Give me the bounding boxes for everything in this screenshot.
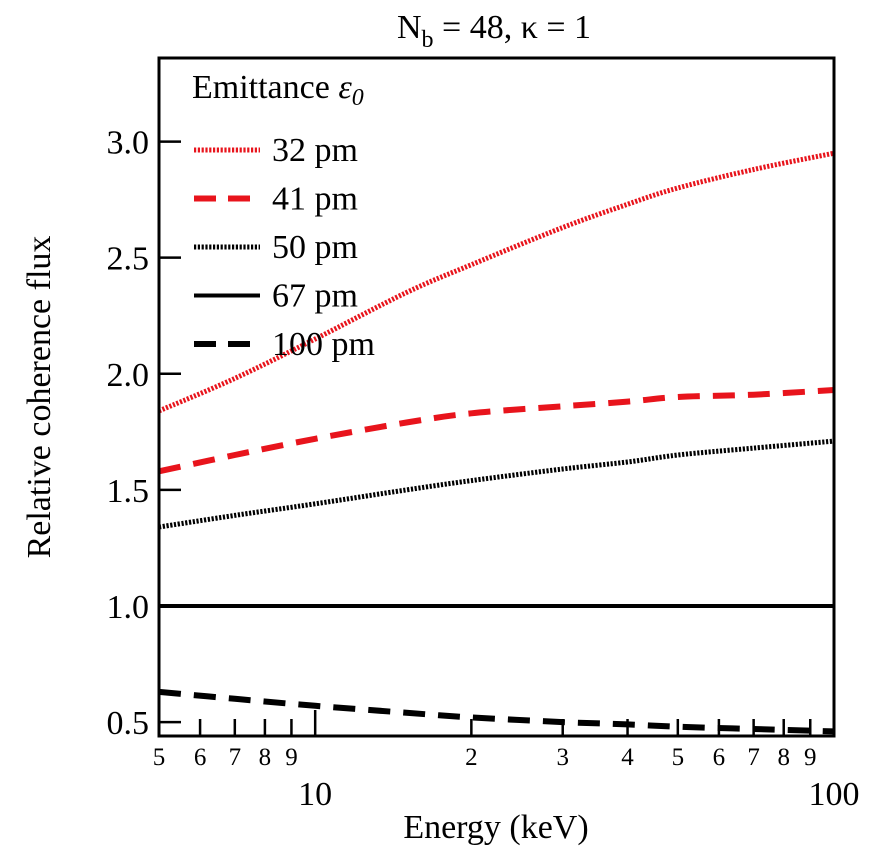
legend-label-67-pm: 67 pm: [272, 278, 358, 315]
y-tick-label: 1.0: [107, 589, 150, 626]
x-minor-tick-label: 6: [713, 744, 726, 771]
chart-title-rest: = 48, κ = 1: [434, 9, 591, 46]
x-major-tick-label: 10: [298, 776, 332, 813]
plot-frame: [157, 56, 836, 738]
legend-label-100-pm: 100 pm: [272, 326, 375, 363]
x-minor-tick-label: 3: [556, 744, 569, 771]
legend-label-50-pm: 50 pm: [272, 229, 358, 266]
chart-title: Nb = 48, κ = 1: [397, 9, 591, 53]
x-minor-tick-label: 5: [153, 744, 166, 771]
y-tick-label: 2.5: [107, 241, 150, 278]
legend-title-symbol: ε: [338, 69, 352, 106]
legend: Emittance ε0 32 pm 41 pm 50 pm 67 pm 100 pm: [192, 69, 375, 363]
x-minor-tick-label: 9: [285, 744, 298, 771]
chart-title-subscript: b: [422, 27, 434, 53]
x-axis-label: Energy (keV): [403, 809, 588, 846]
legend-title-text: Emittance: [192, 69, 338, 106]
x-minor-tick-label: 7: [229, 744, 242, 771]
x-minor-tick-label: 4: [621, 744, 634, 771]
series-line-50-pm: [158, 438, 835, 530]
y-tick-label: 3.0: [107, 125, 150, 162]
x-minor-tick-label: 5: [672, 744, 685, 771]
legend-label-32-pm: 32 pm: [272, 132, 358, 169]
series-line-41-pm: [158, 387, 835, 475]
x-minor-tick-label: 7: [747, 744, 760, 771]
legend-label-41-pm: 41 pm: [272, 181, 358, 218]
y-tick-label: 2.0: [107, 357, 150, 394]
chart-title-main: N: [397, 9, 422, 46]
y-tick-label: 0.5: [107, 705, 150, 742]
x-minor-tick-label: 2: [465, 744, 478, 771]
axis-ticks: 0.51.01.52.02.53.05 6 7 8 9 2 3 4 5 6 7 8 910 100: [107, 125, 860, 813]
x-major-tick-label: 100: [809, 776, 860, 813]
x-minor-tick-label: 6: [194, 744, 207, 771]
x-minor-tick-label: 8: [777, 744, 790, 771]
series-line-32-pm: [158, 150, 835, 414]
legend-title-subscript: 0: [352, 85, 364, 111]
x-minor-tick-label: 8: [259, 744, 272, 771]
series-line-100-pm: [158, 688, 835, 735]
x-minor-tick-label: 9: [804, 744, 817, 771]
plot-lines: [158, 150, 835, 735]
y-axis-label: Relative coherence flux: [21, 236, 58, 559]
legend-title: Emittance ε0: [192, 69, 364, 111]
y-tick-label: 1.5: [107, 473, 150, 510]
